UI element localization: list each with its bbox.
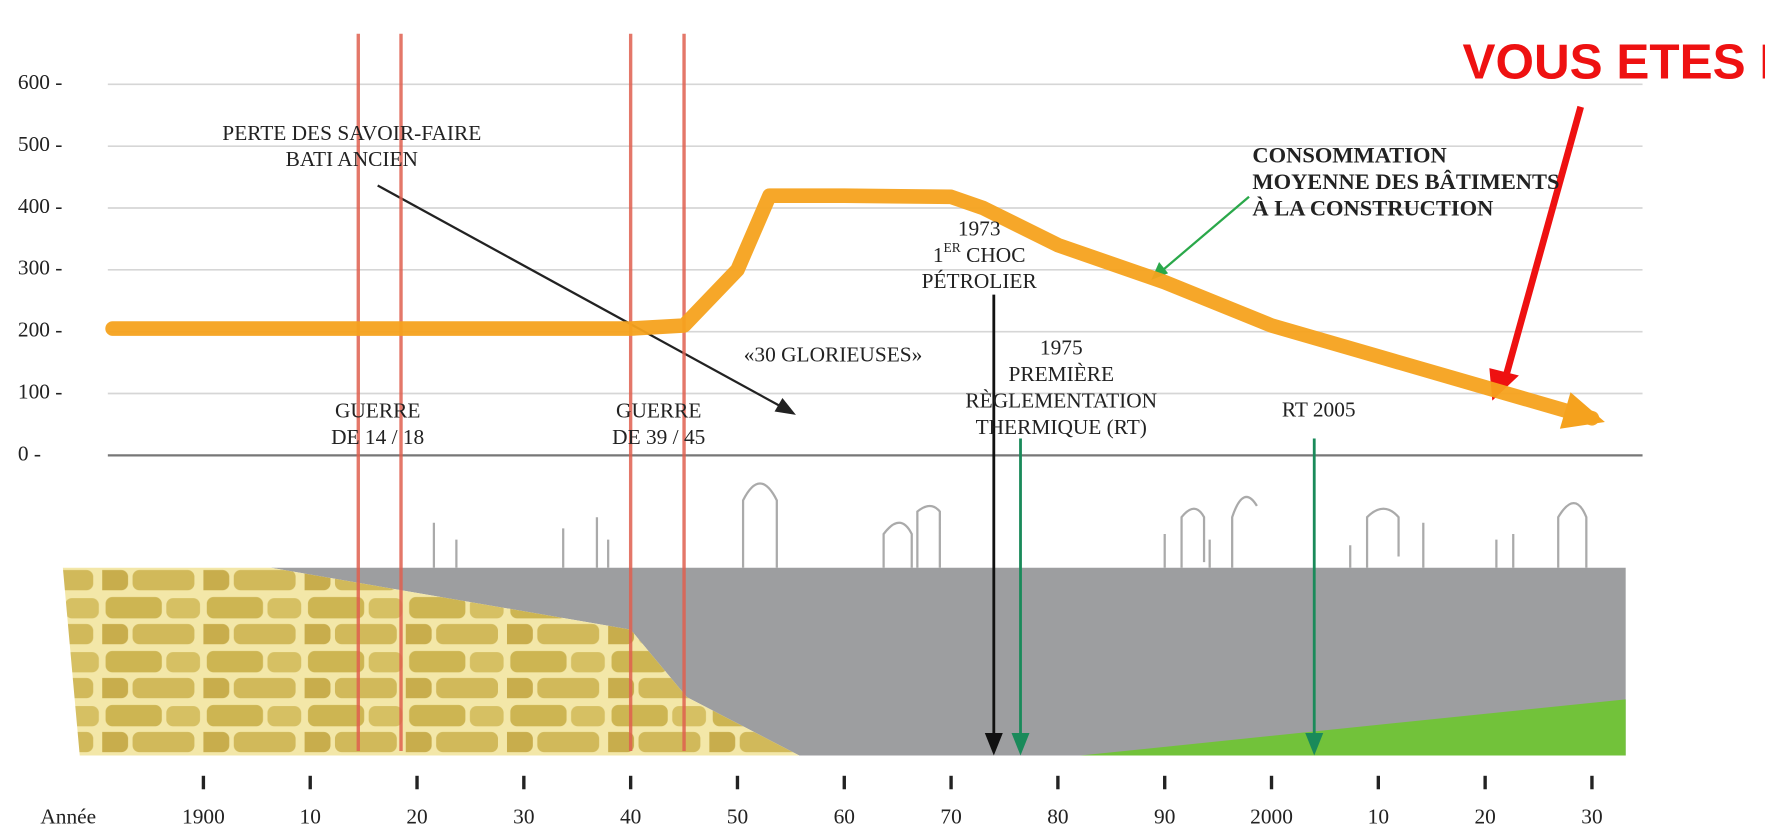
pointer-arrow	[1501, 105, 1584, 384]
annotation: 1975	[1040, 336, 1083, 360]
y-tick-label: 500 -	[18, 132, 63, 156]
x-tick-label: 90	[1154, 804, 1175, 828]
annotation: GUERRE	[335, 399, 420, 423]
x-tick-label: 20	[406, 804, 427, 828]
annotation: GUERRE	[616, 399, 701, 423]
y-tick-label: 400 -	[18, 194, 63, 218]
x-tick-label: 80	[1047, 804, 1068, 828]
y-tick-label: 0 -	[18, 441, 41, 465]
illustration	[62, 482, 1626, 756]
annotation-sup: ER	[944, 240, 961, 255]
annotation: 1ER CHOC	[933, 240, 1026, 267]
y-tick-label: 100 -	[18, 379, 63, 403]
x-tick-label: 10	[1368, 804, 1389, 828]
annotation: «30 GLORIEUSES»	[744, 342, 923, 366]
event-arrow-head	[1011, 733, 1030, 756]
annotation: 1973	[958, 216, 1001, 240]
x-axis-label: Année	[40, 804, 96, 828]
data-line	[105, 188, 1600, 426]
annotation-arrow-head	[774, 398, 796, 415]
insulation-wedge	[1080, 699, 1626, 756]
annotation: DE 39 / 45	[612, 425, 705, 449]
annotation: DE 14 / 18	[331, 425, 424, 449]
x-tick-label: 2000	[1250, 804, 1293, 828]
chart-title: VOUS ETES ICI	[1462, 34, 1765, 89]
annotation: MOYENNE DES BÂTIMENTS	[1252, 168, 1559, 194]
x-tick-label: 60	[834, 804, 855, 828]
annotation: PÉTROLIER	[922, 269, 1038, 293]
x-tick-label: 50	[727, 804, 748, 828]
annotation: PREMIÈRE	[1008, 362, 1114, 386]
y-tick-label: 200 -	[18, 318, 63, 342]
annotation-part: CHOC	[961, 243, 1026, 267]
annotation: BATI ANCIEN	[286, 147, 418, 171]
x-tick-label: 1900	[182, 804, 225, 828]
annotation: RÈGLEMENTATION	[965, 388, 1157, 412]
annotation: THERMIQUE (RT)	[976, 415, 1147, 439]
y-tick-label: 600 -	[18, 70, 63, 94]
event-arrow-head	[984, 733, 1003, 756]
stone-wall	[62, 567, 800, 756]
x-tick-label: 20	[1474, 804, 1495, 828]
x-tick-label: 70	[940, 804, 961, 828]
x-tick-label: 30	[1581, 804, 1602, 828]
annotation: PERTE DES SAVOIR-FAIRE	[222, 121, 481, 145]
chimneys	[432, 482, 1588, 568]
annotation-arrow	[1158, 195, 1250, 275]
line-arrow-head	[1559, 392, 1605, 429]
annotation-arrow	[377, 184, 789, 412]
concrete-area	[270, 567, 1626, 756]
annotation-part: 1	[933, 243, 944, 267]
annotation: RT 2005	[1282, 397, 1356, 421]
x-tick-label: 30	[513, 804, 534, 828]
annotation: CONSOMMATION	[1252, 143, 1446, 168]
annotation: À LA CONSTRUCTION	[1252, 195, 1493, 220]
event-arrow-head	[1305, 733, 1324, 756]
x-tick-label: 10	[300, 804, 321, 828]
y-tick-label: 300 -	[18, 256, 63, 280]
x-tick-label: 40	[620, 804, 641, 828]
